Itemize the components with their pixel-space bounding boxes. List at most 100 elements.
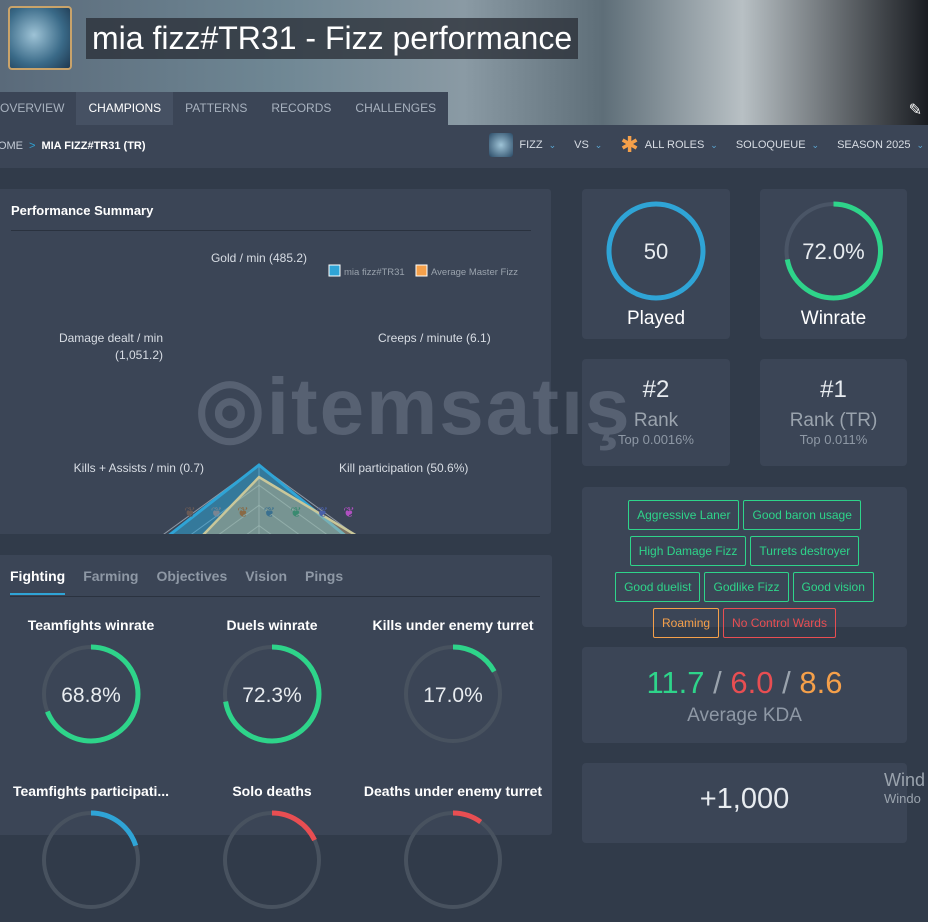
metric-ring [41,810,141,910]
tab-farming[interactable]: Farming [83,568,139,584]
tab-champions[interactable]: CHAMPIONS [76,92,174,125]
metric-title: Teamfights winrate [27,617,155,633]
playstyle-tag: No Control Wards [723,608,836,638]
rank-card: #2 Rank Top 0.0016% [582,359,730,466]
metric-ring [403,810,503,910]
kda-deaths: 6.0 [730,665,774,700]
metric-card: Kills under enemy turret 17.0% [363,617,543,756]
winrate-card: 72.0% Winrate [760,189,907,339]
season-filter[interactable]: SEASON 2025 ⌄ [837,139,924,151]
rank-emblem-icon: ❦ [290,504,302,520]
radar-axis-label: Damage dealt / min (1,051.2) [59,331,163,362]
rank-emblem-icon: ❦ [237,504,249,520]
stat-tabs: Fighting Farming Objectives Vision Pings [10,568,343,595]
metric-ring: 68.8% [41,644,141,744]
playstyle-tag: Aggressive Laner [628,500,740,530]
metric-card: Deaths under enemy turret [363,783,543,922]
radar-axis-label: Kills + Assists / min (0.7) [74,461,204,475]
kda-sep: / [713,665,722,700]
legend-swatch[interactable] [415,264,428,277]
page-title: mia fizz#TR31 - Fizz performance [86,18,579,59]
extra-card: +1,000 [582,763,907,843]
radar-series-1 [202,475,357,534]
metric-title: Kills under enemy turret [372,617,534,633]
breadcrumb-separator: > [29,140,36,152]
kda-card: 11.7 / 6.0 / 8.6 Average KDA [582,647,907,743]
playstyle-tag: Turrets destroyer [750,536,860,566]
rank-emblem-icon: ❦ [317,504,329,520]
chevron-down-icon: ⌄ [916,139,924,150]
header-banner: mia fizz#TR31 - Fizz performance OVERVIE… [0,0,928,125]
rank-tr-card: #1 Rank (TR) Top 0.011% [760,359,907,466]
tab-vision[interactable]: Vision [245,568,288,584]
played-ring [606,201,706,301]
metric-value: 68.8% [61,684,121,707]
filters: FIZZ ⌄ VS ⌄ ✱ ALL ROLES ⌄ SOLOQUEUE ⌄ SEASON … [489,133,924,157]
legend-label[interactable]: mia fizz#TR31 [344,267,405,278]
metric-title: Deaths under enemy turret [363,783,543,799]
rank-tr-value: #1 [820,376,847,403]
metric-value: 17.0% [423,684,483,707]
queue-filter[interactable]: SOLOQUEUE ⌄ [736,139,819,151]
playstyle-tag: High Damage Fizz [629,536,747,566]
kda-values: 11.7 / 6.0 / 8.6 [582,665,907,701]
playstyle-tag: Good duelist [615,572,701,602]
legend-swatch[interactable] [328,264,341,277]
kda-kills: 11.7 [646,665,705,700]
rank-tr-sub: Top 0.011% [799,432,868,447]
os-activation-overlay: Wind Windo [884,770,925,806]
playstyle-tag: Roaming [653,608,720,638]
chevron-down-icon: ⌄ [710,139,718,150]
played-card: 50 Played [582,189,730,339]
rank-emblem-icon: ❦ [184,504,196,520]
metric-ring: 17.0% [403,644,503,744]
radar-axis-label: Kill participation (50.6%) [339,461,468,475]
chevron-down-icon: ⌄ [548,139,557,150]
played-label: Played [626,308,686,329]
rank-label: Rank [633,410,679,431]
metric-ring: 72.3% [222,644,322,744]
champion-icon [489,133,514,157]
playstyle-tags: Aggressive Laner Good baron usage High Dam… [582,487,907,638]
breadcrumb-home[interactable]: HOME [0,140,23,152]
role-filter[interactable]: ✱ ALL ROLES ⌄ [620,134,718,156]
rank-tr-label: Rank (TR) [789,410,878,431]
radar-axis-label: Gold / min (485.2) [211,251,307,265]
nav-tabs: OVERVIEW CHAMPIONS PATTERNS RECORDS CHAL… [0,92,449,125]
tab-overview[interactable]: OVERVIEW [0,101,65,115]
tab-records[interactable]: RECORDS [271,101,332,115]
performance-summary-panel: Performance Summary Gold / min (485.2) Cr… [0,189,551,534]
tab-challenges[interactable]: CHALLENGES [355,101,437,115]
played-value: 50 [643,239,669,264]
chevron-down-icon: ⌄ [594,139,603,150]
chevron-down-icon: ⌄ [811,139,820,150]
vs-filter[interactable]: VS ⌄ [574,139,602,151]
radar-grid [163,464,355,534]
metric-title: Duels winrate [226,617,318,633]
metric-card: Solo deaths [182,783,362,922]
overlay-line2: Windo [884,791,921,806]
kda-label: Average KDA [687,705,802,726]
radar-series-0 [168,463,346,534]
tab-pings[interactable]: Pings [305,568,344,584]
profile-avatar [8,6,72,70]
queue-label: SOLOQUEUE [735,139,806,151]
legend-label[interactable]: Average Master Fizz [431,267,518,278]
rank-value: #2 [642,376,670,403]
radar-chart: Gold / min (485.2) Creeps / minute (6.1) K… [59,251,518,534]
metric-card: Teamfights participati... [1,783,181,922]
metric-title: Solo deaths [232,783,312,799]
vs-label: VS [574,139,589,151]
role-label: ALL ROLES [644,139,705,151]
metric-title: Teamfights participati... [12,783,170,799]
tab-fighting[interactable]: Fighting [10,568,66,595]
tab-patterns[interactable]: PATTERNS [185,101,248,115]
ring-fill [784,201,883,301]
tab-objectives[interactable]: Objectives [156,568,228,584]
breadcrumb-bar: HOME > MIA FIZZ#TR31 (TR) FIZZ ⌄ VS ⌄ ✱ ALL R… [0,125,928,168]
kda-assists: 8.6 [799,665,843,700]
champion-label: FIZZ [519,139,543,151]
radar-axis-label: Creeps / minute (6.1) [378,331,491,345]
edit-icon[interactable]: ✎ [908,102,922,119]
champion-filter[interactable]: FIZZ ⌄ [489,133,556,157]
